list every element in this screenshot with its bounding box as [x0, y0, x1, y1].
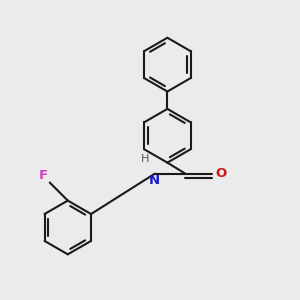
Text: N: N	[149, 174, 160, 187]
Text: F: F	[39, 169, 48, 182]
Text: O: O	[215, 167, 227, 180]
Text: H: H	[141, 154, 149, 164]
